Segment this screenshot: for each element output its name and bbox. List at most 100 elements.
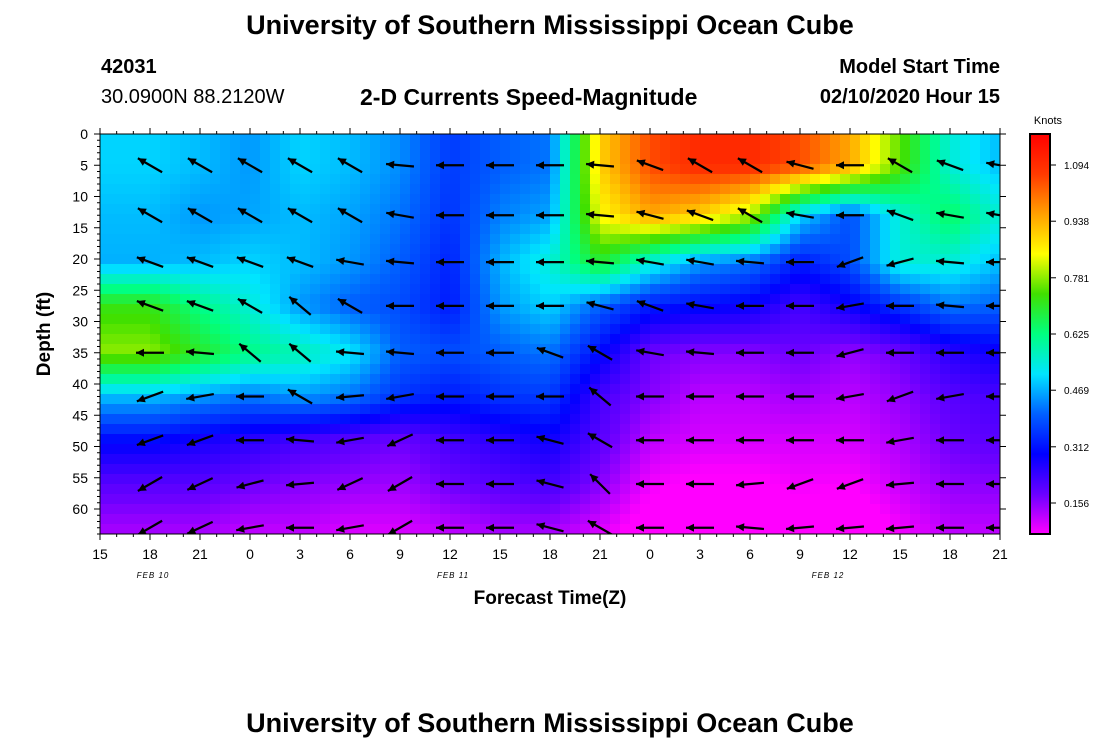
heatmap-cell [280, 524, 291, 534]
colorbar-tick-label: 0.781 [1064, 274, 1089, 285]
heatmap-cell [500, 384, 511, 395]
heatmap-cell [840, 334, 851, 345]
heatmap-cell [240, 144, 251, 155]
heatmap-cell [180, 254, 191, 265]
current-arrow [286, 523, 314, 532]
heatmap-cell [170, 154, 181, 165]
current-arrow [236, 392, 264, 401]
heatmap-cell [520, 234, 531, 245]
current-arrow [936, 159, 964, 172]
heatmap-cell [940, 294, 951, 305]
heatmap-cell [840, 164, 851, 175]
model-start-label: Model Start Time [839, 56, 1000, 78]
heatmap-cell [710, 194, 721, 205]
heatmap-cell [980, 144, 991, 155]
current-arrow [237, 207, 263, 224]
heatmap-cell [580, 434, 591, 445]
heatmap-cell [240, 394, 251, 405]
heatmap-cell [730, 224, 741, 235]
heatmap-cell [230, 334, 241, 345]
heatmap-cell [190, 354, 201, 365]
heatmap-cell [570, 484, 581, 495]
heatmap-cell [950, 344, 961, 355]
heatmap-cell [220, 524, 231, 534]
heatmap-cell [930, 334, 941, 345]
heatmap-cell [390, 474, 401, 485]
heatmap-cell [730, 364, 741, 375]
heatmap-cell [240, 414, 251, 425]
heatmap-cell [860, 214, 871, 225]
heatmap-cell [870, 434, 881, 445]
heatmap-cell [700, 514, 711, 525]
current-arrow [835, 524, 865, 533]
heatmap-cell [460, 384, 471, 395]
heatmap-cell [300, 134, 311, 145]
heatmap-cell [500, 404, 511, 415]
heatmap-cell [900, 214, 911, 225]
heatmap-cell [910, 264, 921, 275]
heatmap-cell [710, 354, 721, 365]
heatmap-cell [260, 484, 271, 495]
heatmap-cell [790, 134, 801, 145]
heatmap-cell [140, 294, 151, 305]
heatmap-cell [260, 384, 271, 395]
heatmap-cell [450, 464, 461, 475]
heatmap-cell [650, 364, 661, 375]
heatmap-cell [450, 344, 461, 355]
heatmap-cell [780, 264, 791, 275]
heatmap-cell [620, 264, 631, 275]
heatmap-cell [240, 194, 251, 205]
heatmap-cell [520, 314, 531, 325]
heatmap-cell [540, 334, 551, 345]
heatmap-cell [450, 184, 461, 195]
heatmap-cell [110, 374, 121, 385]
heatmap-cell [280, 464, 291, 475]
current-arrow [737, 207, 763, 224]
heatmap-cell [440, 244, 451, 255]
heatmap-cell [970, 194, 981, 205]
heatmap-cell [930, 344, 941, 355]
heatmap-cell [390, 334, 401, 345]
heatmap-cell [560, 214, 571, 225]
heatmap-cell [230, 404, 241, 415]
heatmap-cell [860, 384, 871, 395]
heatmap-cell [500, 224, 511, 235]
heatmap-cell [300, 474, 311, 485]
heatmap-cell [230, 164, 241, 175]
heatmap-cell [970, 384, 981, 395]
heatmap-cell [440, 264, 451, 275]
current-arrow [786, 258, 814, 267]
heatmap-cell [920, 144, 931, 155]
heatmap-cell [460, 364, 471, 375]
heatmap-cell [650, 394, 661, 405]
heatmap-cell [600, 254, 611, 265]
heatmap-cell [890, 514, 901, 525]
arrow-head [736, 348, 744, 357]
heatmap-cell [480, 234, 491, 245]
heatmap-cell [900, 284, 911, 295]
heatmap-cell [920, 464, 931, 475]
heatmap-cell [350, 394, 361, 405]
heatmap-cell [980, 244, 991, 255]
arrow-head [386, 160, 395, 169]
heatmap-cell [730, 204, 741, 215]
heatmap-cell [770, 464, 781, 475]
current-arrow [486, 258, 514, 267]
heatmap-cell [250, 264, 261, 275]
heatmap-cell [210, 494, 221, 505]
heatmap-cell [930, 134, 941, 145]
heatmap-cell [990, 214, 1000, 225]
heatmap-cell [810, 404, 821, 415]
arrow-head [336, 437, 345, 446]
heatmap-cell [370, 164, 381, 175]
arrow-head [786, 210, 795, 219]
heatmap-cell [940, 144, 951, 155]
heatmap-cell [200, 424, 211, 435]
heatmap-cell [790, 214, 801, 225]
current-arrow [386, 301, 414, 310]
heatmap-cell [120, 374, 131, 385]
heatmap-cell [560, 244, 571, 255]
heatmap-cell [860, 284, 871, 295]
colorbar-tick-label: 0.469 [1064, 386, 1089, 397]
heatmap-cell [860, 354, 871, 365]
